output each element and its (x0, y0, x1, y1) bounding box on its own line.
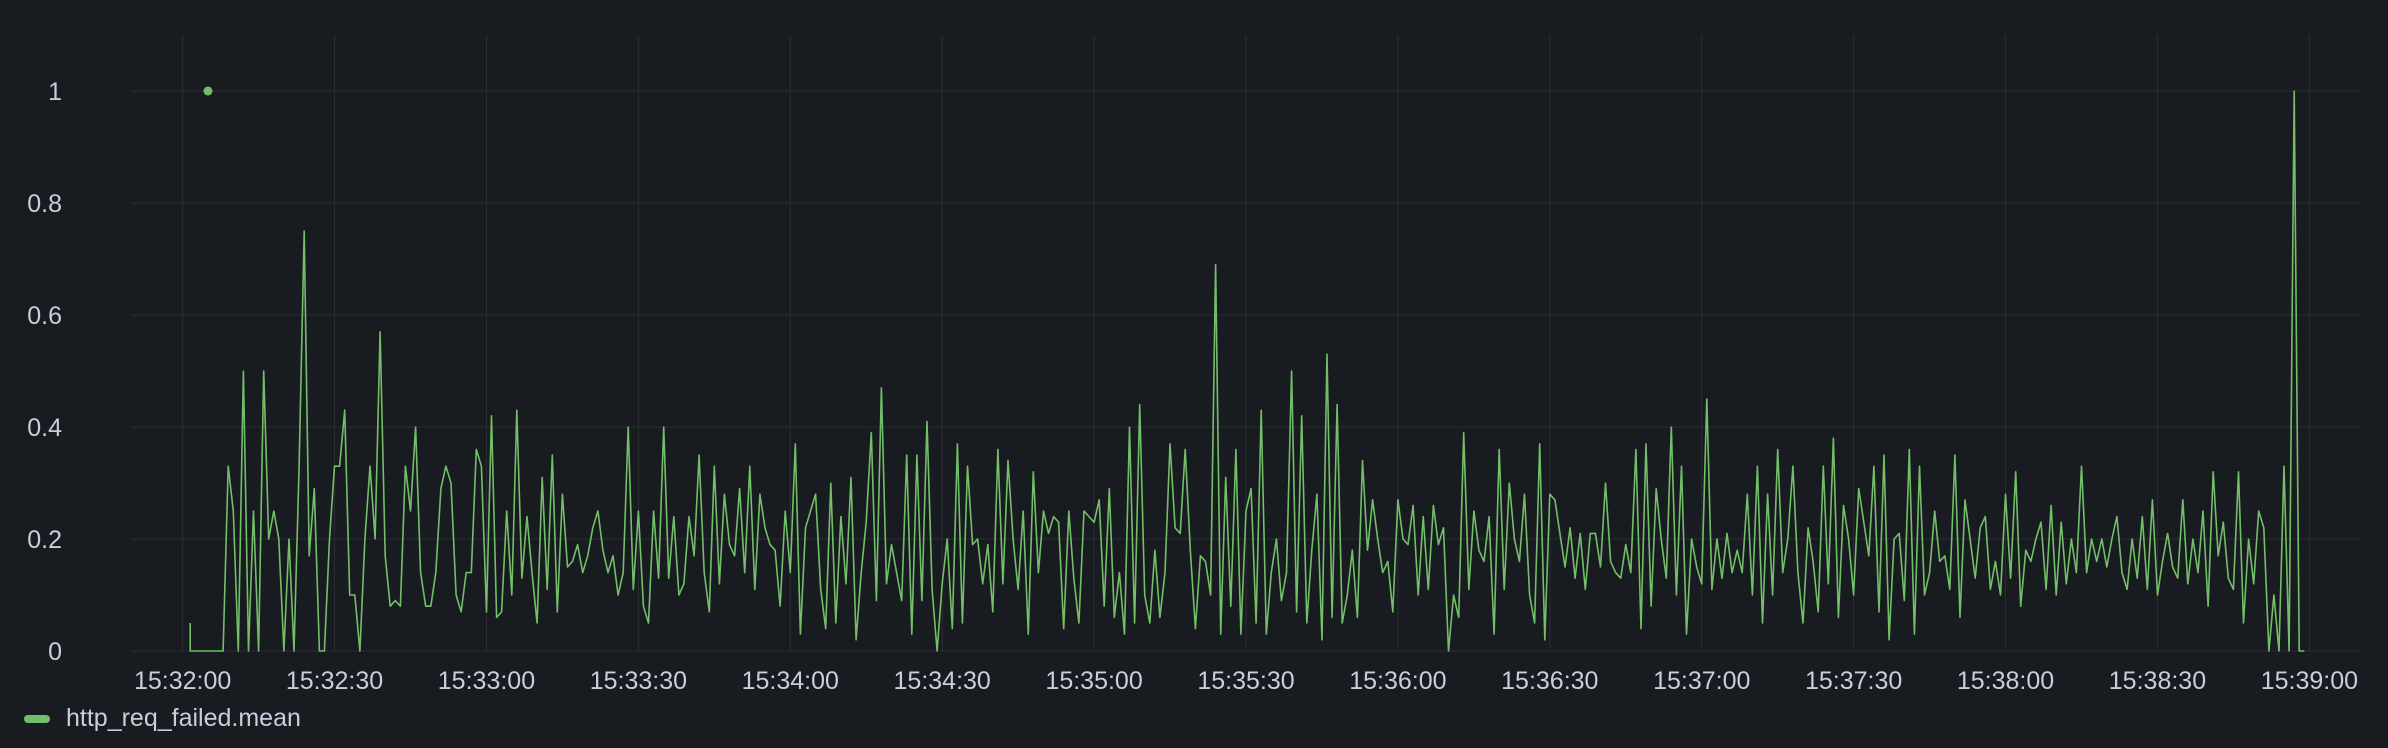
y-axis-tick-labels: 0 0.2 0.4 0.6 0.8 1 (27, 78, 62, 666)
x-tick-label: 15:33:30 (590, 667, 687, 690)
x-tick-label: 15:36:00 (1349, 667, 1446, 690)
y-tick-label: 0 (48, 638, 62, 666)
grid-lines (132, 35, 2360, 652)
legend-item[interactable]: http_req_failed.mean (24, 704, 301, 733)
y-tick-label: 0.2 (27, 526, 62, 554)
chart-plot[interactable]: 00.20.40.60.81 15:32:00 15:32:30 15:33:00 1… (0, 0, 2388, 690)
y-tick-label: 0.8 (27, 190, 62, 218)
y-tick-label: 1 (48, 78, 62, 106)
x-tick-label: 15:34:30 (894, 667, 991, 690)
x-axis-tick-labels: 15:32:00 15:32:30 15:33:00 15:33:30 15:34:00… (134, 667, 2358, 690)
legend-color-swatch (24, 714, 50, 723)
x-tick-label: 15:38:00 (1957, 667, 2054, 690)
series-point (203, 86, 213, 96)
series-layer (189, 86, 2305, 652)
x-tick-label: 15:35:30 (1197, 667, 1294, 690)
x-tick-label: 15:33:00 (438, 667, 535, 690)
x-tick-label: 15:32:30 (286, 667, 383, 690)
x-tick-label: 15:35:00 (1045, 667, 1142, 690)
x-tick-label: 15:36:30 (1501, 667, 1598, 690)
x-tick-label: 15:37:00 (1653, 667, 1750, 690)
x-tick-label: 15:39:00 (2261, 667, 2358, 690)
x-tick-label: 15:37:30 (1805, 667, 1902, 690)
x-tick-label: 15:34:00 (742, 667, 839, 690)
y-tick-label: 0.6 (27, 302, 62, 330)
y-tick-label: 0.4 (27, 414, 62, 442)
x-tick-label: 15:38:30 (2109, 667, 2206, 690)
x-tick-label: 15:32:00 (134, 667, 231, 690)
legend-label: http_req_failed.mean (66, 704, 301, 732)
series-line (189, 90, 2305, 652)
